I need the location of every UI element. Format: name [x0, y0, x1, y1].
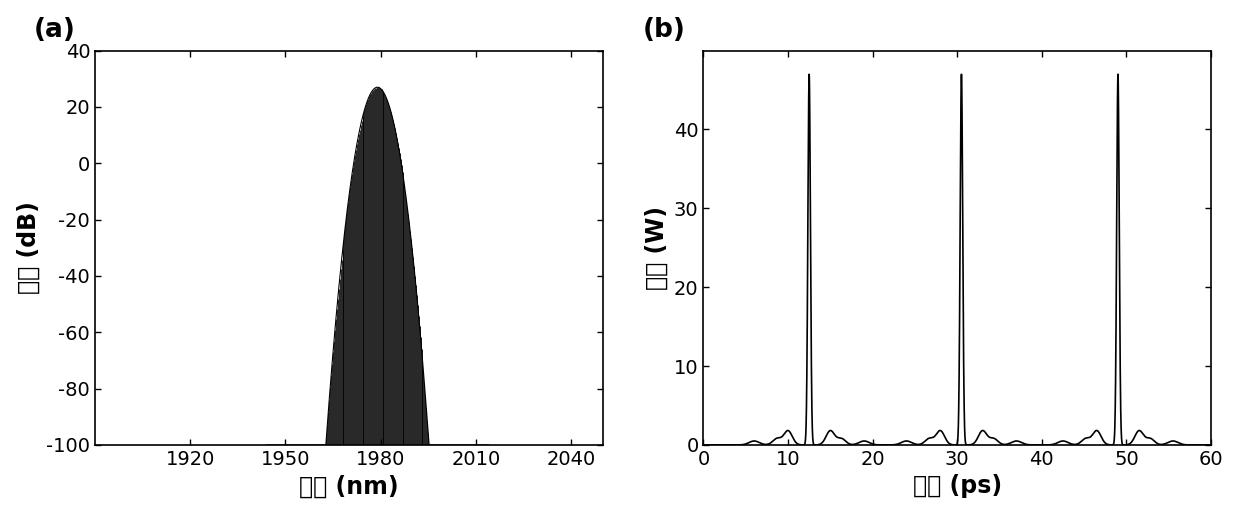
Y-axis label: 强度 (dB): 强度 (dB) [16, 201, 41, 294]
Y-axis label: 强度 (W): 强度 (W) [645, 206, 668, 290]
X-axis label: 波长 (nm): 波长 (nm) [299, 474, 399, 499]
X-axis label: 时间 (ps): 时间 (ps) [913, 474, 1002, 499]
Text: (a): (a) [35, 16, 76, 43]
Text: (b): (b) [642, 16, 686, 43]
